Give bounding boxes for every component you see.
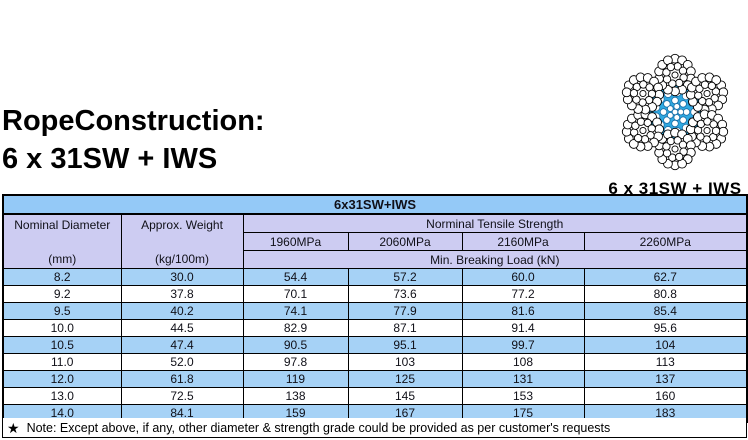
table-cell: 103	[347, 353, 463, 371]
table-cell: 175	[461, 404, 585, 423]
table-cell: 8.2	[2, 268, 122, 286]
rope-figure-label: 6 x 31SW + IWS	[608, 179, 742, 198]
table-cell: 12.0	[2, 370, 122, 388]
table-title: 6x31SW+IWS	[2, 194, 748, 215]
star-icon: ★	[7, 419, 20, 436]
table-cell: 74.1	[242, 302, 349, 320]
page-title: RopeConstruction: 6 x 31SW + IWS	[2, 102, 265, 178]
table-cell: 97.8	[242, 353, 349, 371]
table-cell: 85.4	[583, 302, 748, 320]
table-cell: 167	[347, 404, 463, 423]
table-cell: 95.1	[347, 336, 463, 354]
col-header-weight-label: Approx. Weight	[141, 217, 223, 232]
grade-header-1960: 1960MPa	[242, 232, 349, 251]
table-cell: 95.6	[583, 319, 748, 337]
table-cell: 91.4	[461, 319, 585, 337]
table-cell: 137	[583, 370, 748, 388]
table-cell: 60.0	[461, 268, 585, 286]
col-header-diameter: Nominal Diameter (mm)	[2, 213, 122, 269]
table-cell: 54.4	[242, 268, 349, 286]
table-cell: 11.0	[2, 353, 122, 371]
table-row: 10.0 44.5 82.9 87.1 91.4 95.6	[2, 319, 748, 337]
table-cell: 125	[347, 370, 463, 388]
footnote-text: Note: Except above, if any, other diamet…	[26, 420, 611, 435]
table-cell: 82.9	[242, 319, 349, 337]
col-header-diameter-label: Nominal Diameter	[14, 217, 111, 232]
table-cell: 183	[583, 404, 748, 423]
table-cell: 131	[461, 370, 585, 388]
page-title-line1: RopeConstruction:	[2, 105, 265, 137]
table-cell: 10.5	[2, 336, 122, 354]
breaking-load-header: Min. Breaking Load (kN)	[242, 250, 748, 269]
grade-header-2160: 2160MPa	[461, 232, 585, 251]
table-cell: 44.5	[120, 319, 244, 337]
table-row: 12.0 61.8 119 125 131 137	[2, 370, 748, 388]
table-row: 8.2 30.0 54.4 57.2 60.0 62.7	[2, 268, 748, 286]
table-cell: 108	[461, 353, 585, 371]
table-row: 11.0 52.0 97.8 103 108 113	[2, 353, 748, 371]
table-cell: 87.1	[347, 319, 463, 337]
table-cell: 113	[583, 353, 748, 371]
grade-header-2060: 2060MPa	[347, 232, 463, 251]
table-cell: 9.5	[2, 302, 122, 320]
spec-table: 6x31SW+IWS Nominal Diameter (mm) Approx.…	[2, 194, 748, 423]
table-cell: 10.0	[2, 319, 122, 337]
table-cell: 99.7	[461, 336, 585, 354]
page-title-line2: 6 x 31SW + IWS	[2, 143, 218, 175]
table-cell: 77.2	[461, 285, 585, 303]
table-cell: 145	[347, 387, 463, 405]
table-cell: 80.8	[583, 285, 748, 303]
table-cell: 104	[583, 336, 748, 354]
table-cell: 77.9	[347, 302, 463, 320]
table-row: 9.5 40.2 74.1 77.9 81.6 85.4	[2, 302, 748, 320]
col-header-weight: Approx. Weight (kg/100m)	[120, 213, 244, 269]
table-cell: 72.5	[120, 387, 244, 405]
table-cell: 61.8	[120, 370, 244, 388]
table-row: 14.0 84.1 159 167 175 183	[2, 404, 748, 423]
table-cell: 160	[583, 387, 748, 405]
table-cell: 62.7	[583, 268, 748, 286]
table-cell: 138	[242, 387, 349, 405]
col-header-weight-unit: (kg/100m)	[154, 251, 210, 266]
table-cell: 9.2	[2, 285, 122, 303]
table-cell: 119	[242, 370, 349, 388]
footnote: ★ Note: Except above, if any, other diam…	[2, 418, 747, 438]
table-cell: 153	[461, 387, 585, 405]
table-row: 9.2 37.8 70.1 73.6 77.2 80.8	[2, 285, 748, 303]
table-row: 13.0 72.5 138 145 153 160	[2, 387, 748, 405]
table-cell: 40.2	[120, 302, 244, 320]
table-cell: 159	[242, 404, 349, 423]
table-cell: 81.6	[461, 302, 585, 320]
table-cell: 47.4	[120, 336, 244, 354]
grade-header-2260: 2260MPa	[583, 232, 748, 251]
table-cell: 37.8	[120, 285, 244, 303]
table-row: 10.5 47.4 90.5 95.1 99.7 104	[2, 336, 748, 354]
table-cell: 57.2	[347, 268, 463, 286]
rope-cross-section-icon	[621, 53, 729, 171]
table-body: 8.2 30.0 54.4 57.2 60.0 62.7 9.2 37.8 70.1 73.6 77…	[2, 268, 748, 423]
table-cell: 52.0	[120, 353, 244, 371]
table-cell: 13.0	[2, 387, 122, 405]
table-cell: 90.5	[242, 336, 349, 354]
rope-figure: 6 x 31SW + IWS	[602, 52, 748, 199]
col-header-diameter-unit: (mm)	[48, 251, 77, 266]
tensile-strength-header: Norminal Tensile Strength	[242, 213, 748, 233]
table-cell: 73.6	[347, 285, 463, 303]
table-cell: 30.0	[120, 268, 244, 286]
table-cell: 70.1	[242, 285, 349, 303]
